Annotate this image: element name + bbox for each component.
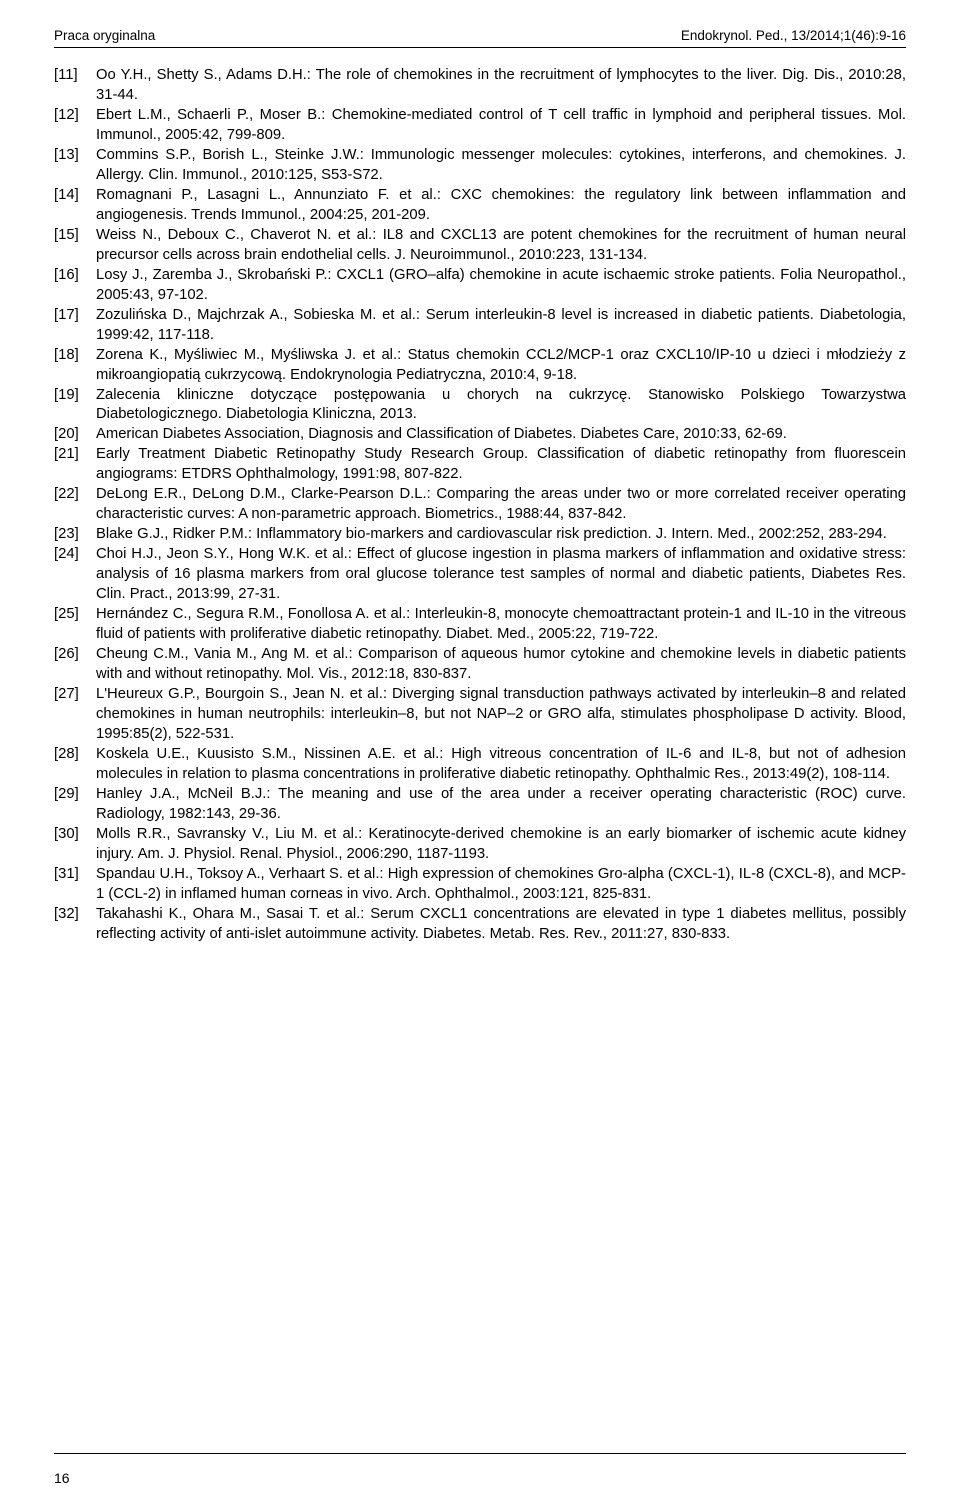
reference-item: [19]Zalecenia kliniczne dotyczące postęp… [54, 386, 906, 426]
header-right: Endokrynol. Ped., 13/2014;1(46):9-16 [681, 28, 906, 43]
reference-item: [27]L'Heureux G.P., Bourgoin S., Jean N.… [54, 685, 906, 745]
reference-text: Early Treatment Diabetic Retinopathy Stu… [96, 445, 906, 485]
reference-item: [25]Hernández C., Segura R.M., Fonollosa… [54, 605, 906, 645]
header-left: Praca oryginalna [54, 28, 155, 43]
reference-text: Weiss N., Deboux C., Chaverot N. et al.:… [96, 226, 906, 266]
reference-number: [18] [54, 346, 96, 366]
reference-number: [14] [54, 186, 96, 206]
reference-item: [20]American Diabetes Association, Diagn… [54, 425, 906, 445]
reference-text: Zozulińska D., Majchrzak A., Sobieska M.… [96, 306, 906, 346]
reference-item: [32]Takahashi K., Ohara M., Sasai T. et … [54, 905, 906, 945]
reference-item: [26]Cheung C.M., Vania M., Ang M. et al.… [54, 645, 906, 685]
reference-item: [24]Choi H.J., Jeon S.Y., Hong W.K. et a… [54, 545, 906, 605]
reference-text: Koskela U.E., Kuusisto S.M., Nissinen A.… [96, 745, 906, 785]
reference-text: Molls R.R., Savransky V., Liu M. et al.:… [96, 825, 906, 865]
reference-number: [26] [54, 645, 96, 665]
reference-item: [16]Losy J., Zaremba J., Skrobański P.: … [54, 266, 906, 306]
reference-text: Zalecenia kliniczne dotyczące postępowan… [96, 386, 906, 426]
page: Praca oryginalna Endokrynol. Ped., 13/20… [0, 0, 960, 1506]
reference-number: [19] [54, 386, 96, 406]
reference-text: Ebert L.M., Schaerli P., Moser B.: Chemo… [96, 106, 906, 146]
reference-item: [17]Zozulińska D., Majchrzak A., Sobiesk… [54, 306, 906, 346]
reference-item: [15]Weiss N., Deboux C., Chaverot N. et … [54, 226, 906, 266]
reference-number: [22] [54, 485, 96, 505]
header-rule [54, 47, 906, 48]
reference-text: Cheung C.M., Vania M., Ang M. et al.: Co… [96, 645, 906, 685]
reference-item: [28]Koskela U.E., Kuusisto S.M., Nissine… [54, 745, 906, 785]
reference-text: Oo Y.H., Shetty S., Adams D.H.: The role… [96, 66, 906, 106]
reference-item: [12]Ebert L.M., Schaerli P., Moser B.: C… [54, 106, 906, 146]
reference-text: Hanley J.A., McNeil B.J.: The meaning an… [96, 785, 906, 825]
reference-text: Commins S.P., Borish L., Steinke J.W.: I… [96, 146, 906, 186]
reference-number: [11] [54, 66, 96, 86]
reference-item: [31]Spandau U.H., Toksoy A., Verhaart S.… [54, 865, 906, 905]
reference-item: [18]Zorena K., Myśliwiec M., Myśliwska J… [54, 346, 906, 386]
reference-text: Hernández C., Segura R.M., Fonollosa A. … [96, 605, 906, 645]
reference-item: [21]Early Treatment Diabetic Retinopathy… [54, 445, 906, 485]
reference-number: [31] [54, 865, 96, 885]
reference-item: [29]Hanley J.A., McNeil B.J.: The meanin… [54, 785, 906, 825]
reference-item: [22]DeLong E.R., DeLong D.M., Clarke-Pea… [54, 485, 906, 525]
reference-number: [24] [54, 545, 96, 565]
reference-number: [20] [54, 425, 96, 445]
reference-number: [16] [54, 266, 96, 286]
reference-item: [13]Commins S.P., Borish L., Steinke J.W… [54, 146, 906, 186]
reference-number: [29] [54, 785, 96, 805]
reference-text: Choi H.J., Jeon S.Y., Hong W.K. et al.: … [96, 545, 906, 605]
reference-number: [13] [54, 146, 96, 166]
reference-text: L'Heureux G.P., Bourgoin S., Jean N. et … [96, 685, 906, 745]
reference-text: Losy J., Zaremba J., Skrobański P.: CXCL… [96, 266, 906, 306]
footer-rule [54, 1453, 906, 1454]
reference-number: [23] [54, 525, 96, 545]
reference-text: Zorena K., Myśliwiec M., Myśliwska J. et… [96, 346, 906, 386]
reference-number: [17] [54, 306, 96, 326]
reference-number: [25] [54, 605, 96, 625]
reference-text: Romagnani P., Lasagni L., Annunziato F. … [96, 186, 906, 226]
reference-text: Takahashi K., Ohara M., Sasai T. et al.:… [96, 905, 906, 945]
reference-item: [30]Molls R.R., Savransky V., Liu M. et … [54, 825, 906, 865]
reference-text: American Diabetes Association, Diagnosis… [96, 425, 906, 445]
reference-text: Blake G.J., Ridker P.M.: Inflammatory bi… [96, 525, 906, 545]
reference-text: Spandau U.H., Toksoy A., Verhaart S. et … [96, 865, 906, 905]
reference-number: [21] [54, 445, 96, 465]
running-header: Praca oryginalna Endokrynol. Ped., 13/20… [54, 28, 906, 45]
reference-item: [11]Oo Y.H., Shetty S., Adams D.H.: The … [54, 66, 906, 106]
reference-number: [15] [54, 226, 96, 246]
reference-number: [27] [54, 685, 96, 705]
reference-number: [32] [54, 905, 96, 925]
reference-number: [12] [54, 106, 96, 126]
reference-text: DeLong E.R., DeLong D.M., Clarke-Pearson… [96, 485, 906, 525]
reference-item: [23]Blake G.J., Ridker P.M.: Inflammator… [54, 525, 906, 545]
reference-item: [14]Romagnani P., Lasagni L., Annunziato… [54, 186, 906, 226]
references-list: [11]Oo Y.H., Shetty S., Adams D.H.: The … [54, 66, 906, 945]
reference-number: [28] [54, 745, 96, 765]
reference-number: [30] [54, 825, 96, 845]
page-number: 16 [54, 1470, 70, 1486]
